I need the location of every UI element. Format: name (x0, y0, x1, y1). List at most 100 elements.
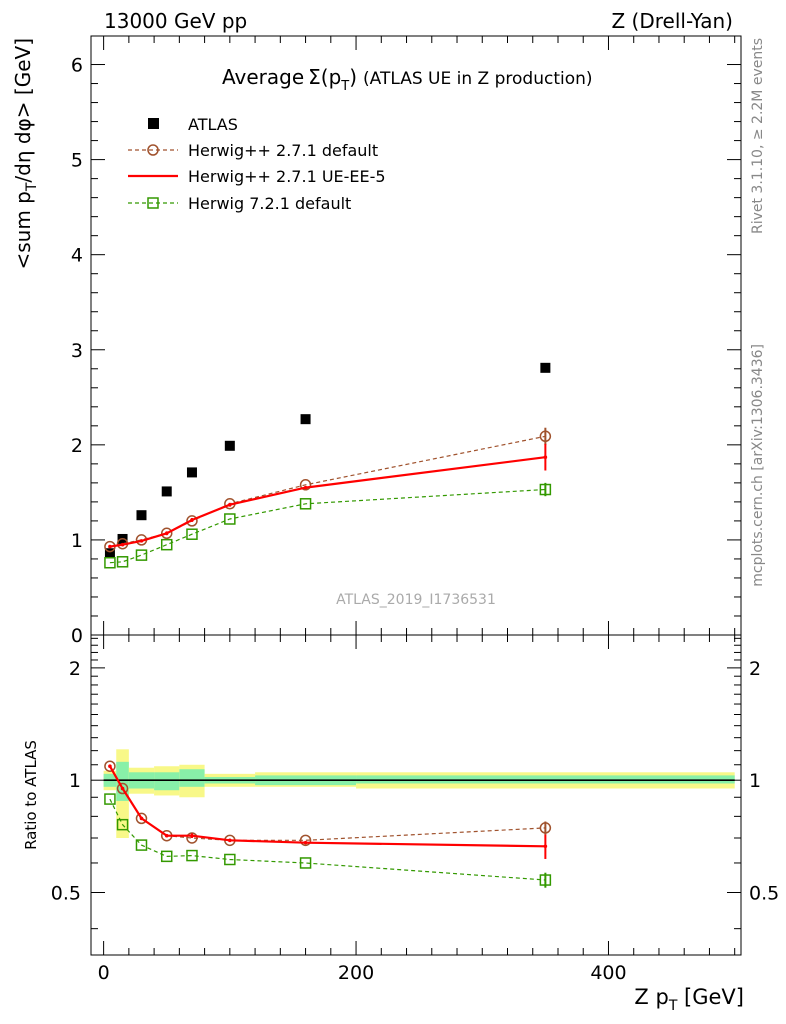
legend-label: Herwig++ 2.7.1 UE-EE-5 (188, 167, 386, 186)
mcplots-note: mcplots.cern.ch [arXiv:1306.3436] (750, 344, 766, 587)
data-point (147, 144, 159, 156)
data-point (186, 467, 197, 478)
xlabel-main: Z p (634, 985, 668, 1009)
xlabel-rest: [GeV] (677, 985, 744, 1009)
data-point (540, 362, 551, 373)
data-point (539, 874, 552, 886)
main-series (104, 362, 552, 569)
uncertainty-band-inner (154, 772, 180, 791)
y-tick-label-right: 1 (749, 770, 761, 792)
data-point (224, 853, 236, 866)
data-point (299, 857, 312, 869)
y-tick-label: 3 (71, 340, 83, 362)
data-point (120, 786, 125, 791)
y-tick-label: 1 (71, 530, 83, 552)
data-point (303, 485, 308, 490)
y-tick-label: 0.5 (51, 883, 81, 905)
legend-label: ATLAS (188, 115, 238, 134)
data-point (104, 556, 116, 569)
data-point (186, 515, 198, 527)
data-point (139, 816, 144, 821)
y-tick-label: 6 (71, 55, 83, 77)
y-tick-label: 2 (69, 658, 81, 680)
data-point (543, 455, 548, 460)
uncertainty-band-inner (179, 769, 205, 787)
ratio-y-axis-label: Ratio to ATLAS (22, 740, 40, 850)
data-point (186, 528, 198, 540)
data-point (228, 838, 232, 843)
header-right: Z (Drell-Yan) (611, 9, 733, 33)
ratio-bands (103, 749, 735, 838)
data-point (164, 833, 169, 838)
ylabel-main: <sum p (11, 191, 35, 269)
data-point (116, 818, 129, 831)
data-point (228, 502, 232, 507)
data-point (190, 518, 194, 522)
data-point (160, 538, 173, 551)
data-point (299, 498, 312, 510)
title-main: Average (222, 65, 304, 89)
y-tick-label-right: 0.5 (749, 883, 779, 905)
data-point (116, 782, 129, 795)
series-line (109, 456, 546, 548)
ylabel-sub: T (24, 182, 40, 192)
series-line (109, 488, 546, 564)
data-point (116, 556, 129, 568)
ratio-panel: 0.5 0.5 1 1 2 2 0 200 400 Ratio to ATLAS Z pT [G… (22, 634, 779, 1014)
chart-title: Average Σ(pT) (ATLAS UE in Z production) (222, 65, 593, 94)
data-point (108, 544, 112, 549)
data-point (104, 548, 115, 559)
data-point (160, 850, 173, 863)
data-point (135, 549, 148, 561)
legend-label: Herwig++ 2.7.1 default (188, 141, 378, 160)
data-point (186, 832, 198, 844)
data-point (224, 513, 236, 525)
ylabel-rest: /dη dφ> [GeV] (11, 38, 35, 183)
legend: ATLAS Herwig++ 2.7.1 default Herwig++ 2.7.… (128, 115, 386, 213)
data-point (136, 510, 147, 521)
title-rest: (ATLAS UE in Z production) (363, 69, 592, 89)
y-tick-label: 4 (71, 245, 83, 267)
x-tick-label: 200 (338, 962, 374, 984)
title-sub: T (340, 79, 349, 94)
analysis-watermark: ATLAS_2019_I1736531 (336, 592, 496, 608)
xlabel-sub: T (668, 998, 678, 1014)
ratio-frame (90, 634, 742, 956)
data-point (147, 197, 159, 209)
y-tick-label: 2 (71, 435, 83, 457)
header-left: 13000 GeV pp (104, 9, 247, 33)
uncertainty-band-inner (116, 761, 129, 801)
legend-label: Herwig 7.2.1 default (188, 194, 351, 213)
data-point (108, 764, 112, 769)
data-point (135, 812, 148, 825)
data-point (135, 839, 148, 851)
data-point (299, 479, 312, 491)
main-axes: 0 1 2 3 4 5 6 (71, 35, 742, 647)
data-point (186, 849, 198, 862)
data-point (543, 844, 548, 849)
data-point (299, 834, 312, 847)
data-point (161, 486, 172, 497)
data-point (104, 760, 116, 772)
series-line (108, 765, 546, 848)
rivet-note: Rivet 3.1.10, ≥ 2.2M events (750, 38, 766, 234)
data-point (300, 414, 311, 425)
data-point (104, 793, 116, 805)
x-axis-label: Z pT [GeV] (634, 985, 744, 1014)
y-axis-label: <sum pT/dη dφ> [GeV] (11, 38, 40, 270)
data-point (160, 527, 173, 540)
data-point (224, 440, 235, 451)
ratio-series (104, 760, 552, 888)
data-point (539, 822, 552, 834)
data-point (303, 840, 308, 845)
data-point (139, 539, 144, 543)
title-sigma: Σ(p (308, 65, 341, 89)
ratio-axes: 0.5 0.5 1 1 2 2 0 200 400 (51, 634, 779, 984)
legend-marker (148, 118, 159, 129)
y-tick-label: 1 (69, 770, 81, 792)
series-line (109, 798, 546, 881)
data-point (539, 483, 552, 496)
x-tick-label: 400 (590, 962, 626, 984)
